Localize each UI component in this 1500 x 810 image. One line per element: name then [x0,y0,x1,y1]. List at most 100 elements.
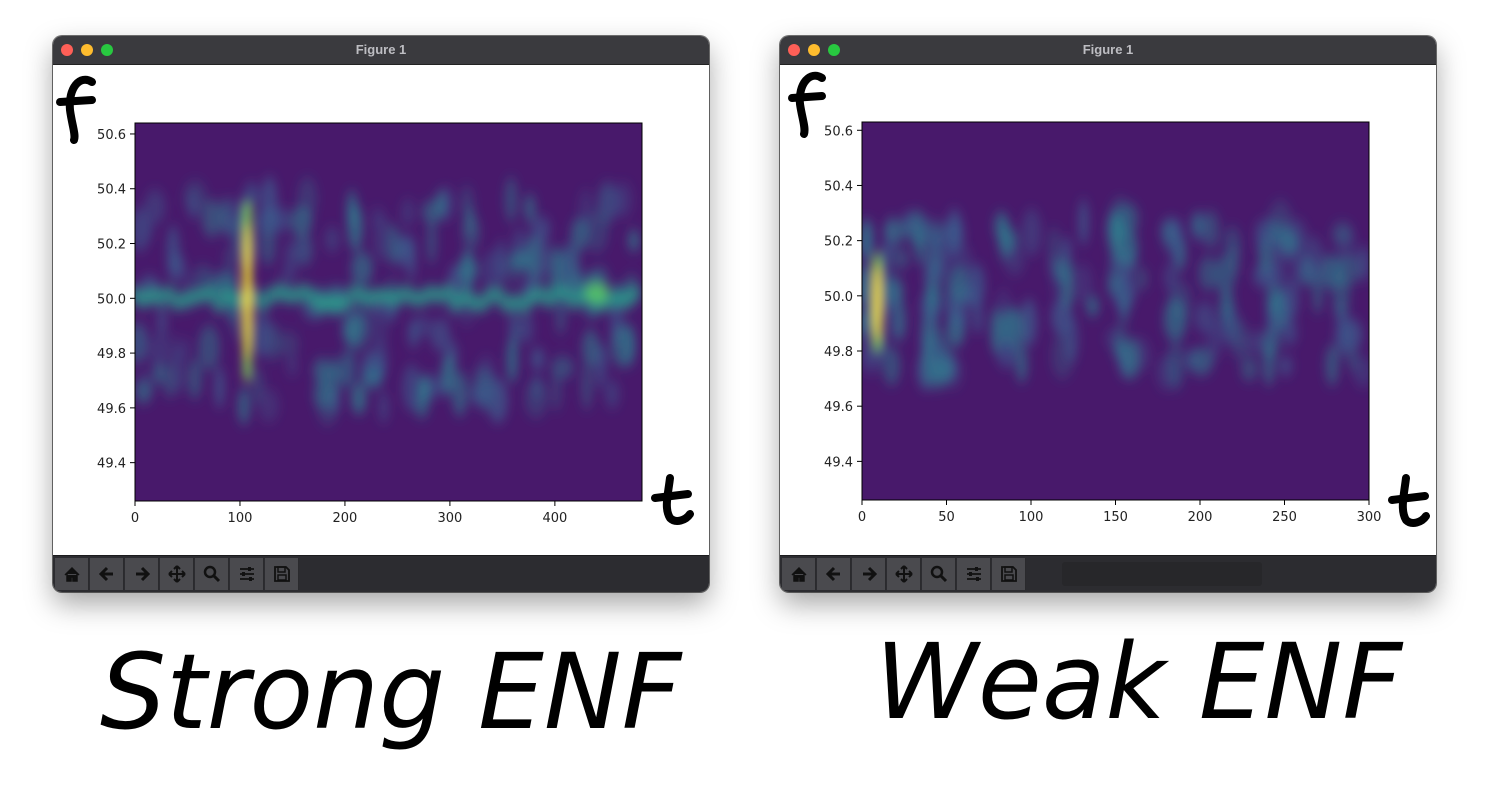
configure-button[interactable] [230,558,264,590]
spectrum-blob [1021,208,1042,257]
spectrum-blob [1243,330,1267,355]
spectrum-blob [1078,199,1089,246]
x-tick-label: 100 [1019,510,1044,525]
spectrum-blob [1229,245,1241,276]
spectrum-blob [149,333,168,368]
message-area [1062,562,1262,586]
back-button[interactable] [817,558,851,590]
save-button[interactable] [265,558,299,590]
figure-window-right: Figure 1 0 50 100 150 200 250 300 49.4 49.6 49.8 5… [780,36,1436,592]
spectrum-blob [350,251,374,286]
spectrum-blob [402,364,422,412]
forward-button[interactable] [125,558,159,590]
home-icon [790,566,807,582]
y-tick-label: 50.2 [97,238,126,253]
spectrum-blob [990,307,1003,355]
close-button[interactable] [61,44,73,56]
spectrum-blob [421,199,444,224]
spectrum-blob [883,219,908,244]
x-tick-label: 300 [1357,510,1382,525]
spectrum-blob [1300,235,1325,283]
back-icon [825,566,840,582]
figure-canvas[interactable]: 0 50 100 150 200 250 300 49.4 49.6 49.8 50.0 50.2 50… [780,65,1436,556]
spectrum-blob [347,203,364,251]
window-titlebar[interactable]: Figure 1 [780,36,1436,65]
close-button[interactable] [788,44,800,56]
enf-line [625,285,642,302]
figure-window-left: Figure 1 0 100 200 300 400 49.4 49.6 49.8 50.0 50… [53,36,709,592]
spectrum-blob [1202,210,1220,249]
zoom-button[interactable] [922,558,956,590]
spectrum-blob [1278,355,1293,377]
x-tick-label: 250 [1272,510,1297,525]
spectrum-blob [1119,290,1131,325]
spectrum-blob [1004,246,1025,276]
save-icon [273,566,290,582]
spectrum-blob [426,218,437,265]
configure-button[interactable] [957,558,991,590]
spectrum-blob [1047,227,1061,269]
pan-button[interactable] [160,558,194,590]
x-tick-label: 50 [938,510,955,525]
spectrum-blob [1339,318,1363,351]
spectrum-blob [153,362,165,385]
figure-canvas[interactable]: 0 100 200 300 400 49.4 49.6 49.8 50.0 50.2 50.4 50.… [53,65,709,556]
spectrum-blob [439,186,455,222]
navigation-toolbar [53,555,709,592]
forward-icon [135,566,150,582]
y-tick-label: 50.6 [824,124,853,139]
zoom-window-button[interactable] [828,44,840,56]
peak-glow [584,282,609,303]
spectrum-blob [1240,357,1258,382]
spectrum-blob [550,370,563,411]
y-tick-label: 49.6 [97,402,126,417]
spectrum-blob [1347,347,1359,371]
pan-button[interactable] [887,558,921,590]
spectrogram-plot-right[interactable]: 0 50 100 150 200 250 300 49.4 49.6 49.8 50.0 50.2 50… [780,65,1436,556]
configure-icon [239,567,254,581]
spectrum-blob [893,298,907,342]
spectrum-blob [967,263,986,310]
caption-weak: Weak ENF [875,621,1404,743]
y-tick-label: 49.6 [824,400,853,415]
spectrum-blob [177,337,192,359]
window-titlebar[interactable]: Figure 1 [53,36,709,65]
spectrum-blob [286,353,299,377]
configure-icon [966,567,981,581]
back-button[interactable] [90,558,124,590]
minimize-button[interactable] [81,44,93,56]
home-button[interactable] [782,558,816,590]
spectrum-blob [487,378,509,424]
spectrum-blob [520,312,534,344]
home-button[interactable] [55,558,89,590]
spectrum-blob [258,388,280,423]
spectrum-blob [1119,202,1140,235]
zoom-button[interactable] [195,558,229,590]
spectrum-blob [504,177,518,223]
spectrum-blob [417,374,430,402]
spectrum-blob [1325,344,1340,386]
spectrum-blob [891,247,910,270]
spectrum-blob [243,182,260,208]
spectrum-blob [523,194,536,223]
pan-icon [894,565,913,583]
minimize-button[interactable] [808,44,820,56]
x-tick-label: 0 [131,511,139,526]
spectrum-blob [971,302,984,334]
spectrogram-plot-left[interactable]: 0 100 200 300 400 49.4 49.6 49.8 50.0 50.2 50.4 50.… [53,65,709,556]
x-tick-label: 150 [1103,510,1128,525]
spectrum-blob [914,228,926,266]
spectrum-blob [162,362,176,398]
spectrum-blob [1120,337,1141,380]
spectrum-blob [451,371,468,417]
y-tick-label: 49.4 [824,455,853,470]
forward-button[interactable] [852,558,886,590]
spectrum-blob [165,332,178,366]
spectrum-blob [580,362,593,410]
spectrum-blob [167,253,186,282]
save-button[interactable] [992,558,1026,590]
spectrum-blob [214,366,225,409]
zoom-window-button[interactable] [101,44,113,56]
spectrum-blob [882,346,901,386]
spectrum-blob [1268,220,1289,246]
